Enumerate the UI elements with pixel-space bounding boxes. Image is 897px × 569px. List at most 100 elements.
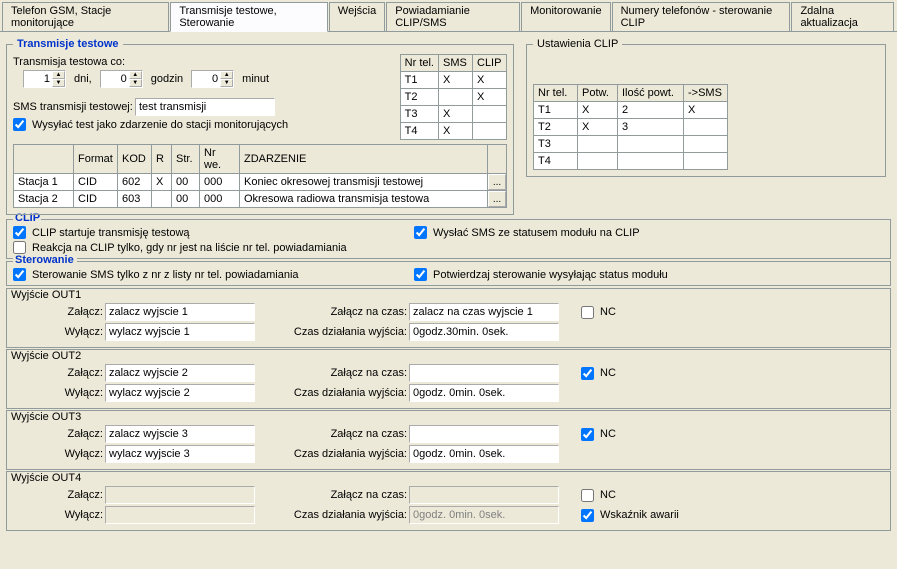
clip-r1c1[interactable]: X — [578, 102, 618, 119]
cb-clip-sms[interactable] — [414, 226, 427, 239]
st-r2-ellipsis[interactable]: ... — [488, 191, 506, 207]
out4-on-label: Załącz: — [13, 489, 103, 501]
mins-input[interactable] — [192, 72, 220, 86]
clip-r4c2[interactable] — [618, 153, 684, 170]
cb-ster-confirm[interactable] — [414, 268, 427, 281]
out1-nc[interactable] — [581, 306, 594, 319]
st-r1c5[interactable]: 000 — [200, 174, 240, 191]
mins-up[interactable]: ▲ — [220, 71, 233, 79]
days-spinner[interactable]: ▲▼ — [23, 70, 66, 88]
tab-gsm[interactable]: Telefon GSM, Stacje monitorujące — [2, 2, 169, 31]
st-r2c5[interactable]: 000 — [200, 191, 240, 208]
days-input[interactable] — [24, 72, 52, 86]
mins-unit: minut — [242, 73, 269, 85]
out3-off-input[interactable] — [105, 445, 255, 463]
tab-inputs[interactable]: Wejścia — [329, 2, 385, 31]
clip-r3c1[interactable] — [578, 136, 618, 153]
clip-table[interactable]: Nr tel. Potw. Ilość powt. ->SMS T1X2X T2… — [533, 84, 728, 170]
clip-h2: Ilość powt. — [618, 85, 684, 102]
phone-r3c1[interactable]: X — [439, 106, 473, 123]
st-r2c2[interactable]: 603 — [118, 191, 152, 208]
clip-r4c3[interactable] — [684, 153, 728, 170]
out3-nc[interactable] — [581, 428, 594, 441]
clip-r2c3[interactable] — [684, 119, 728, 136]
clip-r3c2[interactable] — [618, 136, 684, 153]
st-r1c3[interactable]: X — [152, 174, 172, 191]
phone-r4c2[interactable] — [473, 123, 507, 140]
out2-dur-input[interactable] — [409, 384, 559, 402]
cb-clip-start[interactable] — [13, 226, 26, 239]
clip-section: CLIP CLIP startuje transmisję testową Wy… — [6, 219, 891, 259]
clip-h0: Nr tel. — [534, 85, 578, 102]
out2-title: Wyjście OUT2 — [11, 350, 884, 362]
phone-r3c2[interactable] — [473, 106, 507, 123]
phone-table[interactable]: Nr tel.SMSCLIP T1XX T2X T3X T4X — [400, 54, 507, 140]
st-r2c3[interactable] — [152, 191, 172, 208]
hours-down[interactable]: ▼ — [129, 79, 142, 87]
clip-r2c2[interactable]: 3 — [618, 119, 684, 136]
out2-on-time-input[interactable] — [409, 364, 559, 382]
hours-input[interactable] — [101, 72, 129, 86]
out4-fault[interactable] — [581, 509, 594, 522]
mins-spinner[interactable]: ▲▼ — [191, 70, 234, 88]
out3-dur-input[interactable] — [409, 445, 559, 463]
phone-r1c2[interactable]: X — [473, 72, 507, 89]
clip-h1: Potw. — [578, 85, 618, 102]
clip-r3c3[interactable] — [684, 136, 728, 153]
out1-dur-label: Czas działania wyjścia: — [277, 326, 407, 338]
phone-r2c1[interactable] — [439, 89, 473, 106]
out2-dur-label: Czas działania wyjścia: — [277, 387, 407, 399]
out3-on-time-input[interactable] — [409, 425, 559, 443]
st-r2c1[interactable]: CID — [74, 191, 118, 208]
out3-off-label: Wyłącz: — [13, 448, 103, 460]
hours-up[interactable]: ▲ — [129, 71, 142, 79]
st-r1c6[interactable]: Koniec okresowej transmisji testowej — [240, 174, 488, 191]
out3-title: Wyjście OUT3 — [11, 411, 884, 423]
station-table[interactable]: Format KOD R Str. Nr we. ZDARZENIE Stacj… — [13, 144, 507, 208]
out2-off-input[interactable] — [105, 384, 255, 402]
clip-h3: ->SMS — [684, 85, 728, 102]
mins-down[interactable]: ▼ — [220, 79, 233, 87]
out2-nc[interactable] — [581, 367, 594, 380]
phone-r2c2[interactable]: X — [473, 89, 507, 106]
out3-group: Wyjście OUT3 Załącz: Załącz na czas: NC … — [6, 410, 891, 470]
phone-r1c1[interactable]: X — [439, 72, 473, 89]
out1-off-input[interactable] — [105, 323, 255, 341]
clip-r1c2[interactable]: 2 — [618, 102, 684, 119]
clip-r4c0: T4 — [534, 153, 578, 170]
st-r1c4[interactable]: 00 — [172, 174, 200, 191]
days-down[interactable]: ▼ — [52, 79, 65, 87]
tab-monitor[interactable]: Monitorowanie — [521, 2, 611, 31]
sms-input[interactable] — [135, 98, 275, 116]
tab-phone-clip[interactable]: Numery telefonów - sterowanie CLIP — [612, 2, 791, 31]
cb-clip-react[interactable] — [13, 241, 26, 254]
tab-trans-test[interactable]: Transmisje testowe, Sterowanie — [170, 2, 328, 32]
st-r1c2[interactable]: 602 — [118, 174, 152, 191]
phone-r4c1[interactable]: X — [439, 123, 473, 140]
out1-on-time-input[interactable] — [409, 303, 559, 321]
st-r2c6[interactable]: Okresowa radiowa transmisja testowa — [240, 191, 488, 208]
cb-send-as-event[interactable] — [13, 118, 26, 131]
phone-h2: CLIP — [473, 55, 507, 72]
st-r1c1[interactable]: CID — [74, 174, 118, 191]
out4-nc[interactable] — [581, 489, 594, 502]
out3-on-input[interactable] — [105, 425, 255, 443]
tab-update[interactable]: Zdalna aktualizacja — [791, 2, 894, 31]
cb-ster-list[interactable] — [13, 268, 26, 281]
st-r2c4[interactable]: 00 — [172, 191, 200, 208]
out1-dur-input[interactable] — [409, 323, 559, 341]
sterowanie-section: Sterowanie Sterowanie SMS tylko z nr z l… — [6, 261, 891, 286]
ster-title: Sterowanie — [13, 254, 77, 266]
days-unit: dni, — [74, 73, 92, 85]
out1-on-input[interactable] — [105, 303, 255, 321]
out3-nc-label: NC — [600, 428, 616, 440]
clip-r2c1[interactable]: X — [578, 119, 618, 136]
clip-r4c1[interactable] — [578, 153, 618, 170]
out2-on-input[interactable] — [105, 364, 255, 382]
days-up[interactable]: ▲ — [52, 71, 65, 79]
hours-spinner[interactable]: ▲▼ — [100, 70, 143, 88]
st-r1-ellipsis[interactable]: ... — [488, 174, 506, 190]
clip-r1c3[interactable]: X — [684, 102, 728, 119]
tab-clip-sms[interactable]: Powiadamianie CLIP/SMS — [386, 2, 520, 31]
out2-on-time-label: Załącz na czas: — [277, 367, 407, 379]
